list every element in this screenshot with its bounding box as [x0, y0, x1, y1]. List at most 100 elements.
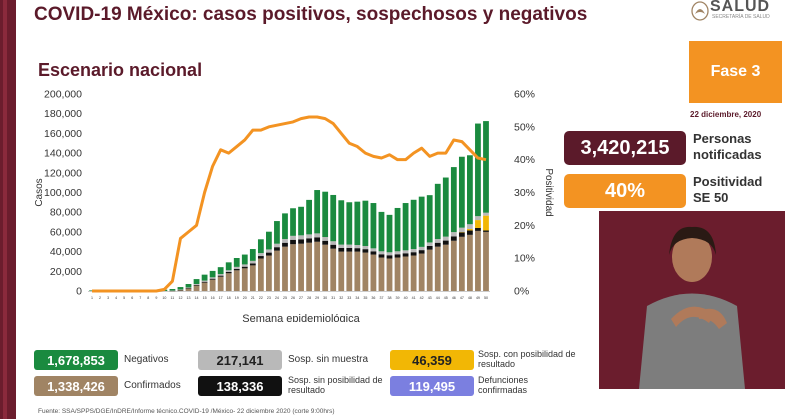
- bar-segment: [330, 241, 337, 245]
- x-tick-label: 44: [436, 296, 440, 300]
- bar-segment: [346, 244, 353, 248]
- bar-segment: [274, 221, 280, 244]
- legend-defunciones-label: Defunciones confirmadas: [478, 375, 529, 395]
- bar-segment: [330, 248, 337, 291]
- sign-language-interpreter-panel: [599, 211, 785, 389]
- x-tick-label: 39: [396, 296, 400, 300]
- bar-segment: [354, 201, 361, 245]
- x-tick-label: 37: [379, 296, 383, 300]
- phase-badge: Fase 3: [689, 41, 782, 103]
- bar-segment: [266, 255, 272, 291]
- bar-segment: [442, 236, 449, 241]
- bar-segment: [386, 214, 393, 253]
- bar-segment: [370, 203, 377, 249]
- bar-segment: [233, 270, 240, 291]
- bar-segment: [314, 233, 321, 238]
- x-tick-label: 35: [363, 296, 367, 300]
- bar-segment: [241, 254, 248, 265]
- bar-segment: [322, 237, 329, 241]
- bar-segment: [346, 251, 353, 291]
- x-tick-label: 7: [139, 296, 141, 300]
- bar-segment: [354, 251, 361, 291]
- x-tick-label: 9: [155, 296, 157, 300]
- x-tick-label: 25: [283, 296, 287, 300]
- y-tick-label: 140,000: [44, 148, 82, 160]
- notified-count: 3,420,215: [564, 131, 686, 165]
- bar-segment: [467, 228, 473, 231]
- legend-sin-muestra-label: Sosp. sin muestra: [288, 354, 369, 365]
- x-tick-label: 49: [476, 296, 480, 300]
- bar-segment: [322, 244, 329, 291]
- cases-chart: 0 20,000 40,000 60,000 80,000 100,000 120,000 1…: [34, 89, 554, 323]
- bar-segment: [386, 255, 393, 259]
- bar-segment: [402, 253, 409, 257]
- x-tick-label: 12: [178, 296, 182, 300]
- x-tick-label: 11: [171, 296, 175, 300]
- bar-segment: [322, 240, 329, 245]
- bar-segment: [378, 257, 385, 291]
- bar-segment: [306, 234, 312, 239]
- legend-con-posibilidad-value: 46,359: [390, 350, 474, 370]
- x-tick-label: 43: [428, 296, 432, 300]
- bar-segment: [241, 264, 248, 267]
- x-tick-label: 23: [267, 296, 271, 300]
- bar-segment: [442, 240, 449, 245]
- phase-date: 22 diciembre, 2020: [690, 110, 762, 119]
- bar-segment: [249, 265, 256, 291]
- y2-tick-label: 0%: [514, 286, 529, 298]
- y2-tick-label: 20%: [514, 220, 535, 232]
- y-tick-label: 0: [76, 286, 82, 298]
- bar-segment: [418, 253, 425, 291]
- source-note: Fuente: SSA/SPPS/DGE/InDRE/Informe técni…: [38, 408, 335, 415]
- x-tick-label: 13: [187, 296, 191, 300]
- bar-segment: [402, 203, 409, 251]
- x-tick-label: 22: [259, 296, 263, 300]
- bar-segment: [434, 242, 441, 247]
- x-tick-label: 27: [299, 296, 303, 300]
- legend-confirmados-label: Confirmados: [124, 380, 181, 391]
- bar-segment: [378, 254, 385, 258]
- x-tick-label: 34: [355, 296, 359, 300]
- bar-segment: [241, 268, 248, 291]
- salud-logo: SALUD SECRETARÍA DE SALUD: [690, 0, 800, 24]
- bar-segment: [338, 251, 345, 291]
- bar-segment: [177, 290, 184, 291]
- bar-segment: [458, 227, 465, 233]
- bar-segment: [201, 281, 208, 283]
- x-tick-label: 16: [211, 296, 215, 300]
- x-tick-label: 40: [404, 296, 408, 300]
- bar-segment: [426, 245, 433, 250]
- bar-segment: [193, 285, 200, 291]
- bar-segment: [362, 249, 369, 253]
- x-axis-title: Semana epidemiológica: [242, 313, 360, 322]
- bar-segment: [314, 237, 321, 242]
- bar-segment: [450, 232, 457, 237]
- x-tick-label: 47: [460, 296, 464, 300]
- x-tick-label: 14: [195, 296, 199, 300]
- bar-segment: [193, 284, 200, 286]
- bar-segment: [193, 284, 200, 285]
- positivity-label: Positividad SE 50: [693, 174, 763, 205]
- x-tick-label: 8: [147, 296, 149, 300]
- x-tick-label: 24: [275, 296, 279, 300]
- legend-negativos-label: Negativos: [124, 354, 169, 365]
- bar-segment: [402, 250, 409, 254]
- bar-segment: [225, 270, 232, 272]
- bar-segment: [233, 266, 240, 269]
- bar-segment: [177, 287, 184, 290]
- bar-segment: [426, 242, 433, 246]
- bar-segment: [209, 279, 216, 291]
- bar-segment: [298, 206, 304, 236]
- y-tick-label: 160,000: [44, 128, 82, 140]
- legend-sin-posibilidad-value: 138,336: [198, 376, 282, 396]
- bar-segment: [266, 249, 272, 253]
- y-tick-label: 100,000: [44, 187, 82, 199]
- bar-segment: [394, 251, 401, 255]
- bar-segment: [386, 258, 393, 291]
- x-tick-label: 15: [203, 296, 207, 300]
- bar-segment: [483, 215, 489, 231]
- bar-segment: [306, 199, 312, 235]
- bar-segment: [362, 245, 369, 250]
- x-tick-label: 30: [323, 296, 327, 300]
